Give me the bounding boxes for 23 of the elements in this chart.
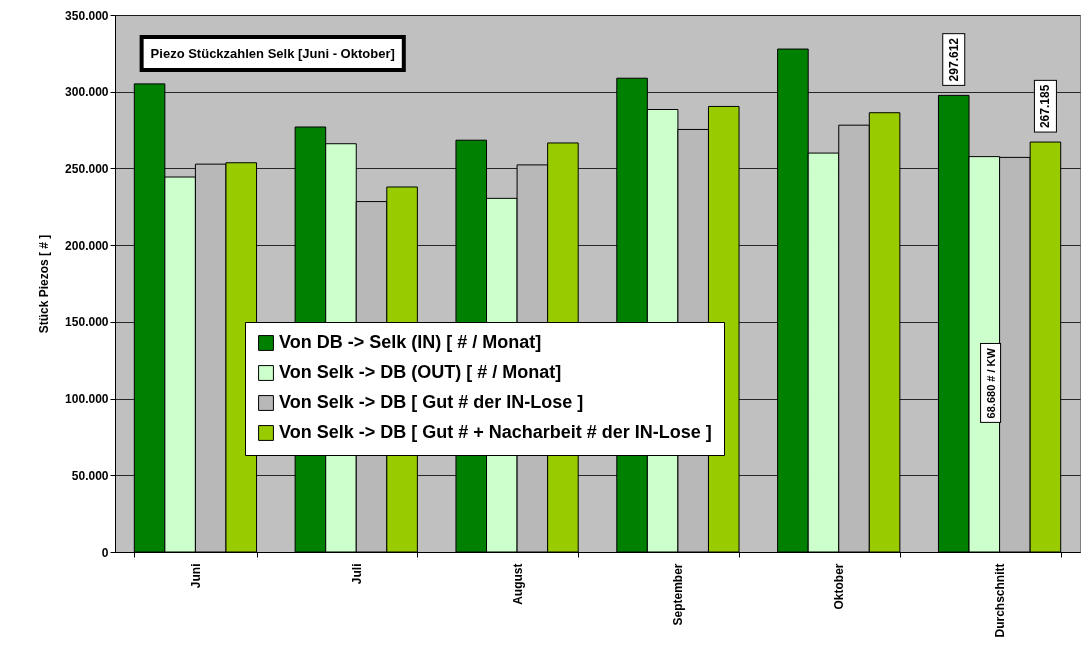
x-tick-label: August <box>510 563 525 605</box>
x-tick-label: Durchschnitt <box>993 563 1008 638</box>
y-tick-label: 150.000 <box>65 315 109 330</box>
text: Piezo Stückzahlen Selk [Juni - Oktober] <box>150 46 395 61</box>
data-label: 297.612 <box>946 37 961 82</box>
y-axis-title: Stück Piezos [ # ] <box>37 234 52 334</box>
y-tick-label: 100.000 <box>65 392 109 407</box>
y-tick-label: 250.000 <box>65 161 109 176</box>
y-tick-label: 300.000 <box>65 85 109 100</box>
y-tick-label: 50.000 <box>71 468 109 483</box>
x-tick-label: Juni <box>188 563 203 589</box>
data-label: 267.185 <box>1038 84 1053 129</box>
legend-label: Von DB -> Selk (IN) [ # / Monat] <box>279 332 542 352</box>
annotation: 68.680 # / KW <box>984 347 997 419</box>
y-tick-label: 350.000 <box>65 8 109 23</box>
legend-label: Von Selk -> DB [ Gut # der IN-Lose ] <box>279 392 584 412</box>
y-tick-label: 200.000 <box>65 238 109 253</box>
x-tick-label: Juli <box>349 563 364 585</box>
legend-label: Von Selk -> DB [ Gut # + Nacharbeit # der IN-Lose ] <box>279 422 712 442</box>
legend-label: Von Selk -> DB (OUT) [ # / Monat] <box>279 362 562 382</box>
x-tick-label: Oktober <box>832 563 847 610</box>
x-tick-label: September <box>671 563 686 626</box>
y-tick-label: 0 <box>101 545 109 560</box>
